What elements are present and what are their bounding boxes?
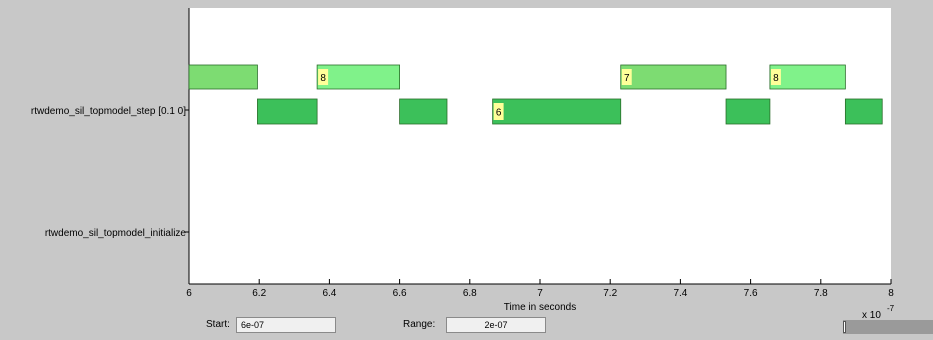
- x-tick-label: 6.8: [463, 288, 477, 299]
- row-label: rtwdemo_sil_topmodel_step [0.1 0]: [31, 106, 186, 117]
- upper-bar-badge: [770, 69, 781, 85]
- upper-bar: [769, 64, 846, 90]
- row-label: rtwdemo_sil_topmodel_initialize: [45, 228, 187, 239]
- timeline-plot: 6 6.2 6.4 6.6 6.8 7 7.2 7.4 7.6 7.8 8 Time in secon…: [31, 8, 895, 321]
- upper-bar: [188, 64, 258, 90]
- start-label: Start:: [206, 319, 230, 330]
- time-scroll-thumb[interactable]: [843, 321, 846, 333]
- lower-bar-badge-label: 6: [496, 108, 502, 119]
- lower-bar-badge: [493, 103, 504, 120]
- x-tick-label: 6: [186, 288, 192, 299]
- time-scrollbar[interactable]: [843, 320, 933, 334]
- x-tick-label: 7.6: [744, 288, 758, 299]
- x-tick-label: 8: [888, 288, 894, 299]
- x-scale-exponent: -7: [887, 304, 895, 313]
- lower-bar: [257, 98, 318, 125]
- x-tick-label: 6.4: [322, 288, 336, 299]
- x-tick-label: 7.2: [603, 288, 617, 299]
- lower-bar: [492, 98, 622, 125]
- range-input[interactable]: 2e-07: [446, 317, 546, 333]
- lower-bar: [844, 98, 883, 125]
- x-tick-label: 7.4: [673, 288, 687, 299]
- upper-bar: [620, 64, 727, 90]
- x-tick-label: 6.6: [393, 288, 407, 299]
- upper-bar-badge-label: 8: [773, 73, 779, 84]
- x-scale-label: x 10: [862, 310, 881, 318]
- x-tick-label: 6.2: [252, 288, 266, 299]
- x-axis-title: Time in seconds: [504, 302, 576, 313]
- lower-bar: [725, 98, 771, 125]
- x-tick-label: 7: [537, 288, 543, 299]
- upper-bar-badge: [621, 69, 632, 85]
- plot-area: [189, 8, 891, 284]
- upper-bar-badge: [318, 69, 329, 85]
- upper-bar-badge-label: 8: [320, 73, 326, 84]
- x-tick-label: 7.8: [814, 288, 828, 299]
- upper-bar-badge-label: 7: [624, 73, 630, 84]
- upper-bar: [316, 64, 400, 90]
- start-input[interactable]: 6e-07: [236, 317, 336, 333]
- range-label: Range:: [403, 319, 436, 330]
- lower-bar: [399, 98, 448, 125]
